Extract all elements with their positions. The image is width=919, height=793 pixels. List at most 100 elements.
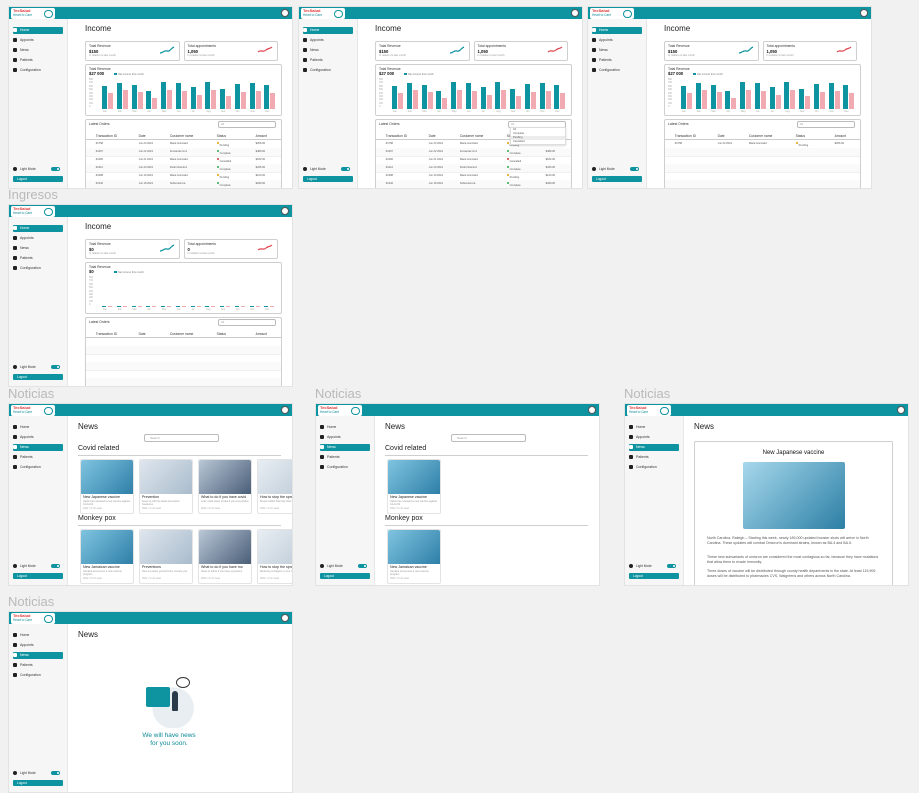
sidebar-item-configuration[interactable]: Configuration [13,265,63,272]
sidebar-item-configuration[interactable]: Configuration [303,67,353,74]
sidebar-item-news[interactable]: News [320,444,370,451]
dropdown-option[interactable]: Cancelled [513,140,525,143]
app-logo[interactable]: TecSalud Heart to Care [318,405,362,416]
sidebar-item-appoints[interactable]: Appoints [13,235,63,242]
avatar[interactable] [571,9,579,17]
sidebar-item-appoints[interactable]: Appoints [13,37,63,44]
theme-toggle[interactable] [51,365,60,369]
sidebar-item-configuration[interactable]: Configuration [629,464,679,471]
logout-button[interactable]: Logout [13,176,63,182]
logout-button[interactable]: Logout [303,176,353,182]
avatar[interactable] [281,9,289,17]
app-logo[interactable]: TecSalud Heart to Care [11,8,55,19]
dropdown-option[interactable]: All [513,128,516,131]
sidebar-item-home[interactable]: Home [303,27,353,34]
table-row[interactable]: #1467 Jun 22 2024 Fernanda Cruz Complete $48… [86,148,281,157]
app-logo[interactable]: TecSalud Heart to Care [11,405,55,416]
dropdown-option[interactable]: Complete [513,132,525,135]
sidebar-item-home[interactable]: Home [13,632,63,639]
logout-button[interactable]: Logout [592,176,642,182]
sidebar-item-news[interactable]: News [629,444,679,451]
sidebar-item-home[interactable]: Home [629,424,679,431]
sidebar-item-appoints[interactable]: Appoints [13,434,63,441]
avatar[interactable] [588,406,596,414]
news-card[interactable]: Prevention Keep up with the latest preven… [139,459,193,514]
sidebar-item-news[interactable]: News [13,47,63,54]
theme-toggle[interactable] [341,167,350,171]
app-logo[interactable]: TecSalud Heart to Care [11,206,55,217]
logout-button[interactable]: Logout [13,780,63,786]
search-input[interactable]: Search [144,434,219,442]
sidebar-item-news[interactable]: News [13,652,63,659]
status-filter-select[interactable]: All [218,121,276,128]
logout-button[interactable]: Logout [629,573,679,579]
news-card[interactable]: How to stop the spre Reducing contagion i… [257,529,292,584]
sidebar-item-news[interactable]: News [592,47,642,54]
sidebar-item-patients[interactable]: Patients [13,57,63,64]
sidebar-item-configuration[interactable]: Configuration [13,672,63,679]
table-row[interactable]: #1412 Jun 20 2024 Pedro Ramirez Complete $34… [376,164,571,173]
sidebar-item-appoints[interactable]: Appoints [303,37,353,44]
search-input[interactable]: Search [451,434,526,442]
news-card[interactable]: New Japanese vaccine Japan has released a… [387,459,441,514]
news-card[interactable]: Preventions How to protect yourself from … [139,529,193,584]
sidebar-item-configuration[interactable]: Configuration [13,464,63,471]
card-label: Total appointments [477,44,506,48]
theme-toggle[interactable] [630,167,639,171]
avatar[interactable] [281,614,289,622]
sidebar-item-news[interactable]: News [13,444,63,451]
sidebar-item-patients[interactable]: Patients [13,255,63,262]
theme-toggle[interactable] [358,564,367,568]
logout-button[interactable]: Logout [320,573,370,579]
sidebar-item-patients[interactable]: Patients [320,454,370,461]
sidebar-item-home[interactable]: Home [13,225,63,232]
avatar[interactable] [897,406,905,414]
news-card[interactable]: How to stop the spreadSimple habits that… [257,459,292,514]
news-card[interactable]: What to do if you have mo Steps to follow… [198,529,252,584]
sidebar-item-configuration[interactable]: Configuration [320,464,370,471]
app-logo[interactable]: TecSalud Heart to Care [590,8,634,19]
app-logo[interactable]: TecSalud Heart to Care [301,8,345,19]
sidebar-item-appoints[interactable]: Appoints [629,434,679,441]
table-row[interactable]: #1467 Jun 22 2024 Fernanda Cruz Complete $48… [376,148,571,157]
sidebar-item-news[interactable]: News [303,47,353,54]
sidebar-item-appoints[interactable]: Appoints [592,37,642,44]
logout-button[interactable]: Logout [13,573,63,579]
sidebar-item-home[interactable]: Home [320,424,370,431]
sidebar-item-patients[interactable]: Patients [303,57,353,64]
theme-toggle[interactable] [51,564,60,568]
app-logo[interactable]: TecSalud Heart to Care [627,405,671,416]
theme-toggle[interactable] [51,771,60,775]
sidebar-item-configuration[interactable]: Configuration [13,67,63,74]
status-filter-select[interactable]: All [218,319,276,326]
avatar[interactable] [860,9,868,17]
table-row[interactable]: #1342 Jun 18 2024 Sofia Herrera Complete $29… [86,180,281,188]
theme-toggle[interactable] [667,564,676,568]
app-logo[interactable]: TecSalud Heart to Care [11,613,55,624]
theme-toggle[interactable] [51,167,60,171]
sidebar-item-patients[interactable]: Patients [13,454,63,461]
news-card[interactable]: New Jamaican vaccine Jamaica announces a … [387,529,441,584]
news-card[interactable]: New Japanese vaccine Japan has released a… [80,459,134,514]
table-row[interactable]: #1342 Jun 18 2024 Sofia Herrera Complete $29… [376,180,571,188]
news-card[interactable]: New Jamaican vaccine Jamaica announces a … [80,529,134,584]
sidebar-item-home[interactable]: Home [13,27,63,34]
sidebar-item-patients[interactable]: Patients [629,454,679,461]
sidebar-item-patients[interactable]: Patients [592,57,642,64]
sidebar-item-patients[interactable]: Patients [13,662,63,669]
sidebar-item-appoints[interactable]: Appoints [13,642,63,649]
sidebar-item-home[interactable]: Home [592,27,642,34]
sidebar-item-news[interactable]: News [13,245,63,252]
table-row[interactable]: #1412 Jun 20 2024 Pedro Ramirez Complete $34… [86,164,281,173]
chart-bar [152,97,158,109]
news-card[interactable]: What to do if you have covid Learn what s… [198,459,252,514]
avatar[interactable] [281,207,289,215]
status-filter-select[interactable]: All [797,121,855,128]
sidebar-item-home[interactable]: Home [13,424,63,431]
sidebar-item-configuration[interactable]: Configuration [592,67,642,74]
logout-button[interactable]: Logout [13,374,63,380]
sidebar-item-appoints[interactable]: Appoints [320,434,370,441]
avatar[interactable] [281,406,289,414]
dropdown-option[interactable]: Pending [511,136,565,140]
cell-amount: $256.00 [255,142,266,145]
